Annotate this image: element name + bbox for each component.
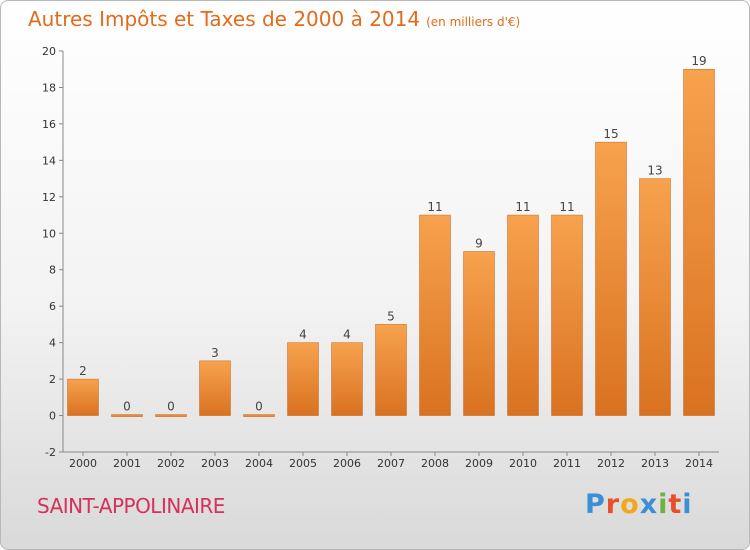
x-tick-label: 2000 — [69, 457, 97, 470]
logo-letter: o — [620, 489, 640, 520]
y-tick-label: 2 — [49, 373, 56, 386]
bar — [683, 68, 715, 416]
x-tick-label: 2010 — [509, 457, 537, 470]
logo-letter: t — [668, 489, 683, 520]
chart-subtitle: (en milliers d'€) — [426, 15, 521, 29]
y-tick-label: -2 — [45, 446, 56, 459]
y-tick-label: 8 — [49, 264, 56, 277]
x-tick-label: 2012 — [597, 457, 625, 470]
bar — [463, 251, 495, 416]
bar-value-label: 13 — [647, 164, 662, 178]
bar — [243, 414, 275, 417]
y-tick-label: 14 — [42, 154, 56, 167]
commune-name: SAINT-APPOLINAIRE — [37, 494, 225, 518]
bar-value-label: 11 — [427, 200, 442, 214]
bar — [507, 214, 539, 416]
bar-value-label: 0 — [167, 400, 175, 414]
y-tick-label: 10 — [42, 227, 56, 240]
bar-value-label: 4 — [299, 328, 307, 342]
y-tick-label: 18 — [42, 81, 56, 94]
bar-value-label: 3 — [211, 346, 219, 360]
bar — [199, 360, 231, 416]
x-tick-label: 2006 — [333, 457, 361, 470]
x-tick-label: 2001 — [113, 457, 141, 470]
x-tick-label: 2011 — [553, 457, 581, 470]
bar — [595, 141, 627, 416]
bar — [375, 324, 407, 416]
x-tick-label: 2013 — [641, 457, 669, 470]
bar-value-label: 0 — [123, 400, 131, 414]
chart-title-text: Autres Impôts et Taxes de 2000 à 2014 — [28, 7, 421, 31]
x-tick-label: 2007 — [377, 457, 405, 470]
bar-value-label: 19 — [691, 54, 706, 68]
bar-value-label: 5 — [387, 309, 395, 323]
bar-value-label: 9 — [475, 237, 483, 251]
x-tick-label: 2004 — [245, 457, 273, 470]
bar — [551, 214, 583, 416]
y-tick-label: 16 — [42, 118, 56, 131]
bar — [331, 342, 363, 416]
bar — [67, 378, 99, 416]
bar-value-label: 0 — [255, 400, 263, 414]
bar-value-label: 2 — [79, 364, 87, 378]
y-tick-label: 12 — [42, 191, 56, 204]
bar — [155, 414, 187, 417]
x-tick-label: 2009 — [465, 457, 493, 470]
bar-value-label: 15 — [603, 127, 618, 141]
bar — [419, 214, 451, 416]
logo-letter: x — [639, 489, 659, 520]
logo-letter: r — [605, 489, 621, 520]
x-tick-label: 2002 — [157, 457, 185, 470]
y-tick-label: 6 — [49, 300, 56, 313]
chart-title: Autres Impôts et Taxes de 2000 à 2014 (en… — [28, 7, 520, 31]
x-tick-label: 2008 — [421, 457, 449, 470]
logo-letter: i — [682, 489, 693, 520]
bar — [639, 178, 671, 416]
bar — [287, 342, 319, 416]
bar-value-label: 4 — [343, 328, 351, 342]
x-tick-label: 2003 — [201, 457, 229, 470]
proxiti-logo: Proxiti — [585, 489, 693, 520]
y-tick-label: 20 — [42, 45, 56, 58]
logo-letter: i — [658, 489, 669, 520]
x-tick-label: 2014 — [685, 457, 713, 470]
x-tick-label: 2005 — [289, 457, 317, 470]
y-tick-label: 4 — [49, 337, 56, 350]
y-tick-label: 0 — [49, 410, 56, 423]
bar-value-label: 11 — [515, 200, 530, 214]
logo-letter: P — [585, 489, 606, 520]
bar-value-label: 11 — [559, 200, 574, 214]
bar — [111, 414, 143, 417]
